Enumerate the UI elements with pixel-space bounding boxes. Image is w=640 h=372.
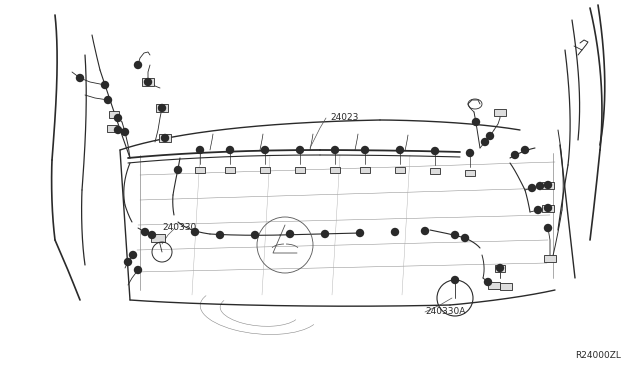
Circle shape	[287, 231, 294, 237]
Bar	[107, 125, 117, 131]
Bar	[360, 167, 370, 173]
Text: 24023: 24023	[330, 113, 358, 122]
Bar	[195, 167, 205, 173]
Circle shape	[77, 74, 83, 81]
Circle shape	[431, 148, 438, 154]
Bar	[465, 170, 475, 176]
Bar	[159, 134, 171, 142]
Circle shape	[467, 150, 474, 157]
Circle shape	[125, 259, 131, 266]
Bar	[156, 104, 168, 112]
Text: 240330: 240330	[162, 224, 196, 232]
Circle shape	[216, 231, 223, 238]
Bar	[494, 109, 506, 115]
Bar	[295, 167, 305, 173]
Circle shape	[545, 182, 552, 189]
Bar	[260, 167, 270, 173]
Circle shape	[422, 228, 429, 234]
Circle shape	[134, 266, 141, 273]
Text: R24000ZL: R24000ZL	[575, 350, 621, 359]
Circle shape	[145, 78, 152, 86]
Circle shape	[392, 228, 399, 235]
Bar	[151, 234, 165, 242]
Circle shape	[296, 147, 303, 154]
Text: 240330A: 240330A	[425, 308, 465, 317]
Circle shape	[148, 231, 156, 238]
Circle shape	[191, 228, 198, 235]
Circle shape	[102, 81, 109, 89]
Circle shape	[461, 234, 468, 241]
Circle shape	[484, 279, 492, 285]
Circle shape	[481, 138, 488, 145]
Bar	[225, 167, 235, 173]
Bar	[109, 110, 119, 118]
Circle shape	[511, 151, 518, 158]
Bar	[488, 282, 500, 289]
Bar	[330, 167, 340, 173]
Bar	[544, 254, 556, 262]
Circle shape	[451, 231, 458, 238]
Bar	[500, 282, 512, 289]
Circle shape	[161, 135, 168, 141]
Circle shape	[362, 147, 369, 154]
Circle shape	[472, 119, 479, 125]
Circle shape	[227, 147, 234, 154]
Bar	[542, 182, 554, 189]
Bar	[430, 168, 440, 174]
Circle shape	[486, 132, 493, 140]
Bar	[395, 167, 405, 173]
Circle shape	[332, 147, 339, 154]
Bar	[542, 205, 554, 212]
Circle shape	[115, 126, 122, 134]
Circle shape	[262, 147, 269, 154]
Circle shape	[356, 230, 364, 237]
Circle shape	[536, 183, 543, 189]
Circle shape	[122, 128, 129, 135]
Circle shape	[534, 206, 541, 214]
Circle shape	[104, 96, 111, 103]
Circle shape	[321, 231, 328, 237]
Circle shape	[175, 167, 182, 173]
Circle shape	[159, 105, 166, 112]
Circle shape	[141, 228, 148, 235]
Circle shape	[134, 61, 141, 68]
Circle shape	[522, 147, 529, 154]
Circle shape	[497, 264, 504, 272]
Circle shape	[545, 205, 552, 212]
Circle shape	[451, 276, 458, 283]
Circle shape	[545, 224, 552, 231]
Circle shape	[529, 185, 536, 192]
Circle shape	[252, 231, 259, 238]
Bar	[495, 264, 505, 272]
Circle shape	[115, 115, 122, 122]
Bar	[142, 78, 154, 86]
Circle shape	[397, 147, 403, 154]
Circle shape	[129, 251, 136, 259]
Circle shape	[196, 147, 204, 154]
